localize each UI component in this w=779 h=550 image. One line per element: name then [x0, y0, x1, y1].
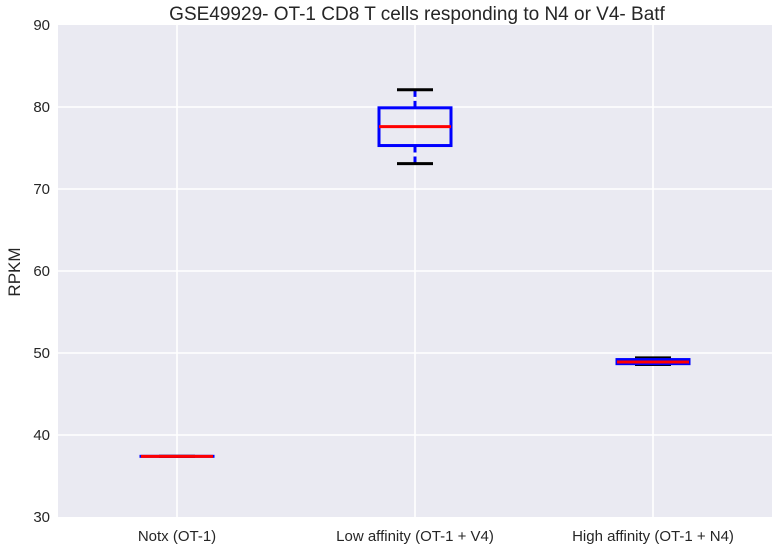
x-tick-label: Low affinity (OT-1 + V4) [336, 528, 494, 545]
box-series [139, 88, 691, 458]
grid-lines [58, 25, 772, 517]
y-axis-label: RPKM [5, 247, 24, 296]
y-tick-label: 40 [33, 427, 50, 444]
y-tick-label: 80 [33, 99, 50, 116]
y-tick-label: 50 [33, 345, 50, 362]
box-plot-item [377, 88, 453, 166]
x-axis-ticks: Notx (OT-1) Low affinity (OT-1 + V4) High … [138, 528, 734, 545]
y-tick-label: 30 [33, 509, 50, 526]
x-tick-label: Notx (OT-1) [138, 528, 216, 545]
chart-title: GSE49929- OT-1 CD8 T cells responding to… [169, 4, 665, 25]
y-tick-label: 70 [33, 181, 50, 198]
box-plot-item [615, 356, 691, 366]
y-axis-ticks: 30 40 50 60 70 80 90 [33, 17, 50, 526]
x-tick-label: High affinity (OT-1 + N4) [572, 528, 734, 545]
y-tick-label: 90 [33, 17, 50, 34]
y-tick-label: 60 [33, 263, 50, 280]
